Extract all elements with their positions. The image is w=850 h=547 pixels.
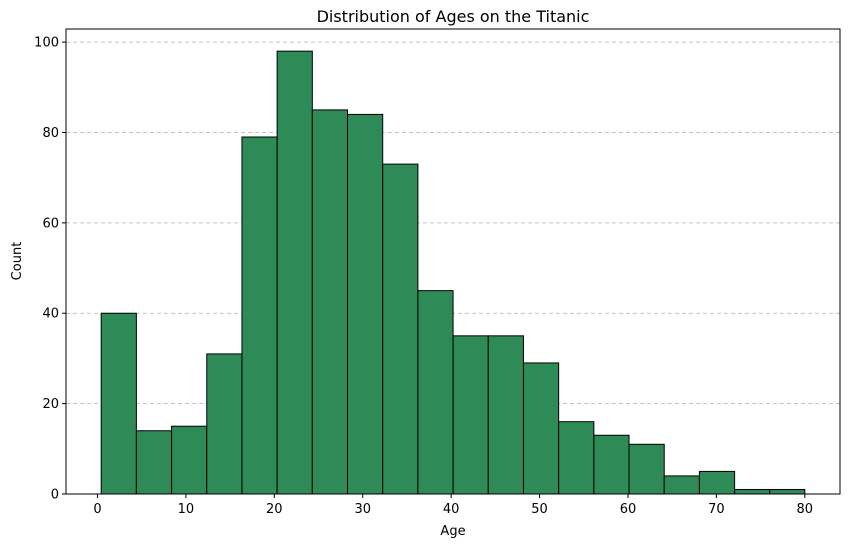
x-tick-label: 20 xyxy=(266,502,283,517)
histogram-bar xyxy=(417,290,454,495)
x-axis-label: Age xyxy=(440,524,465,539)
histogram-bar xyxy=(311,109,349,495)
y-axis-label: Count xyxy=(10,242,25,281)
x-tick-label: 40 xyxy=(443,502,460,517)
x-tick-label: 30 xyxy=(354,502,371,517)
histogram-bar xyxy=(698,470,736,495)
histogram-bar xyxy=(100,312,137,495)
y-tick-label: 20 xyxy=(42,397,59,412)
x-ticks: 0 10 20 30 40 50 60 70 80 xyxy=(93,494,813,517)
histogram-bar xyxy=(769,488,806,495)
histogram-bar xyxy=(382,163,419,495)
x-tick-label: 70 xyxy=(708,502,725,517)
bars xyxy=(100,50,806,495)
y-tick-label: 40 xyxy=(42,307,59,322)
histogram-bar xyxy=(135,430,173,495)
histogram-bar xyxy=(734,488,771,495)
grid-lines xyxy=(66,41,840,405)
histogram-bar xyxy=(522,362,560,495)
histogram-bar xyxy=(241,136,278,495)
y-ticks: 0 20 40 60 80 100 xyxy=(34,36,66,503)
histogram-bar xyxy=(593,434,630,495)
x-tick-label: 10 xyxy=(178,502,195,517)
y-tick-label: 60 xyxy=(42,216,59,231)
plot-frame xyxy=(65,28,841,495)
y-tick-label: 100 xyxy=(34,36,59,51)
y-tick-label: 80 xyxy=(42,126,59,141)
histogram-bar xyxy=(487,335,524,495)
histogram-bar xyxy=(206,353,243,495)
x-tick-label: 60 xyxy=(620,502,637,517)
histogram-bar xyxy=(452,335,489,495)
histogram-bar xyxy=(347,113,384,495)
histogram-bar xyxy=(276,50,313,495)
histogram-bar xyxy=(628,443,665,495)
chart-title: Distribution of Ages on the Titanic xyxy=(317,7,590,26)
histogram-bar xyxy=(663,475,700,495)
x-tick-label: 50 xyxy=(531,502,548,517)
y-tick-label: 0 xyxy=(51,488,59,503)
histogram-bar xyxy=(171,425,208,495)
x-tick-label: 80 xyxy=(797,502,814,517)
histogram-bar xyxy=(558,421,595,495)
x-tick-label: 0 xyxy=(93,502,101,517)
